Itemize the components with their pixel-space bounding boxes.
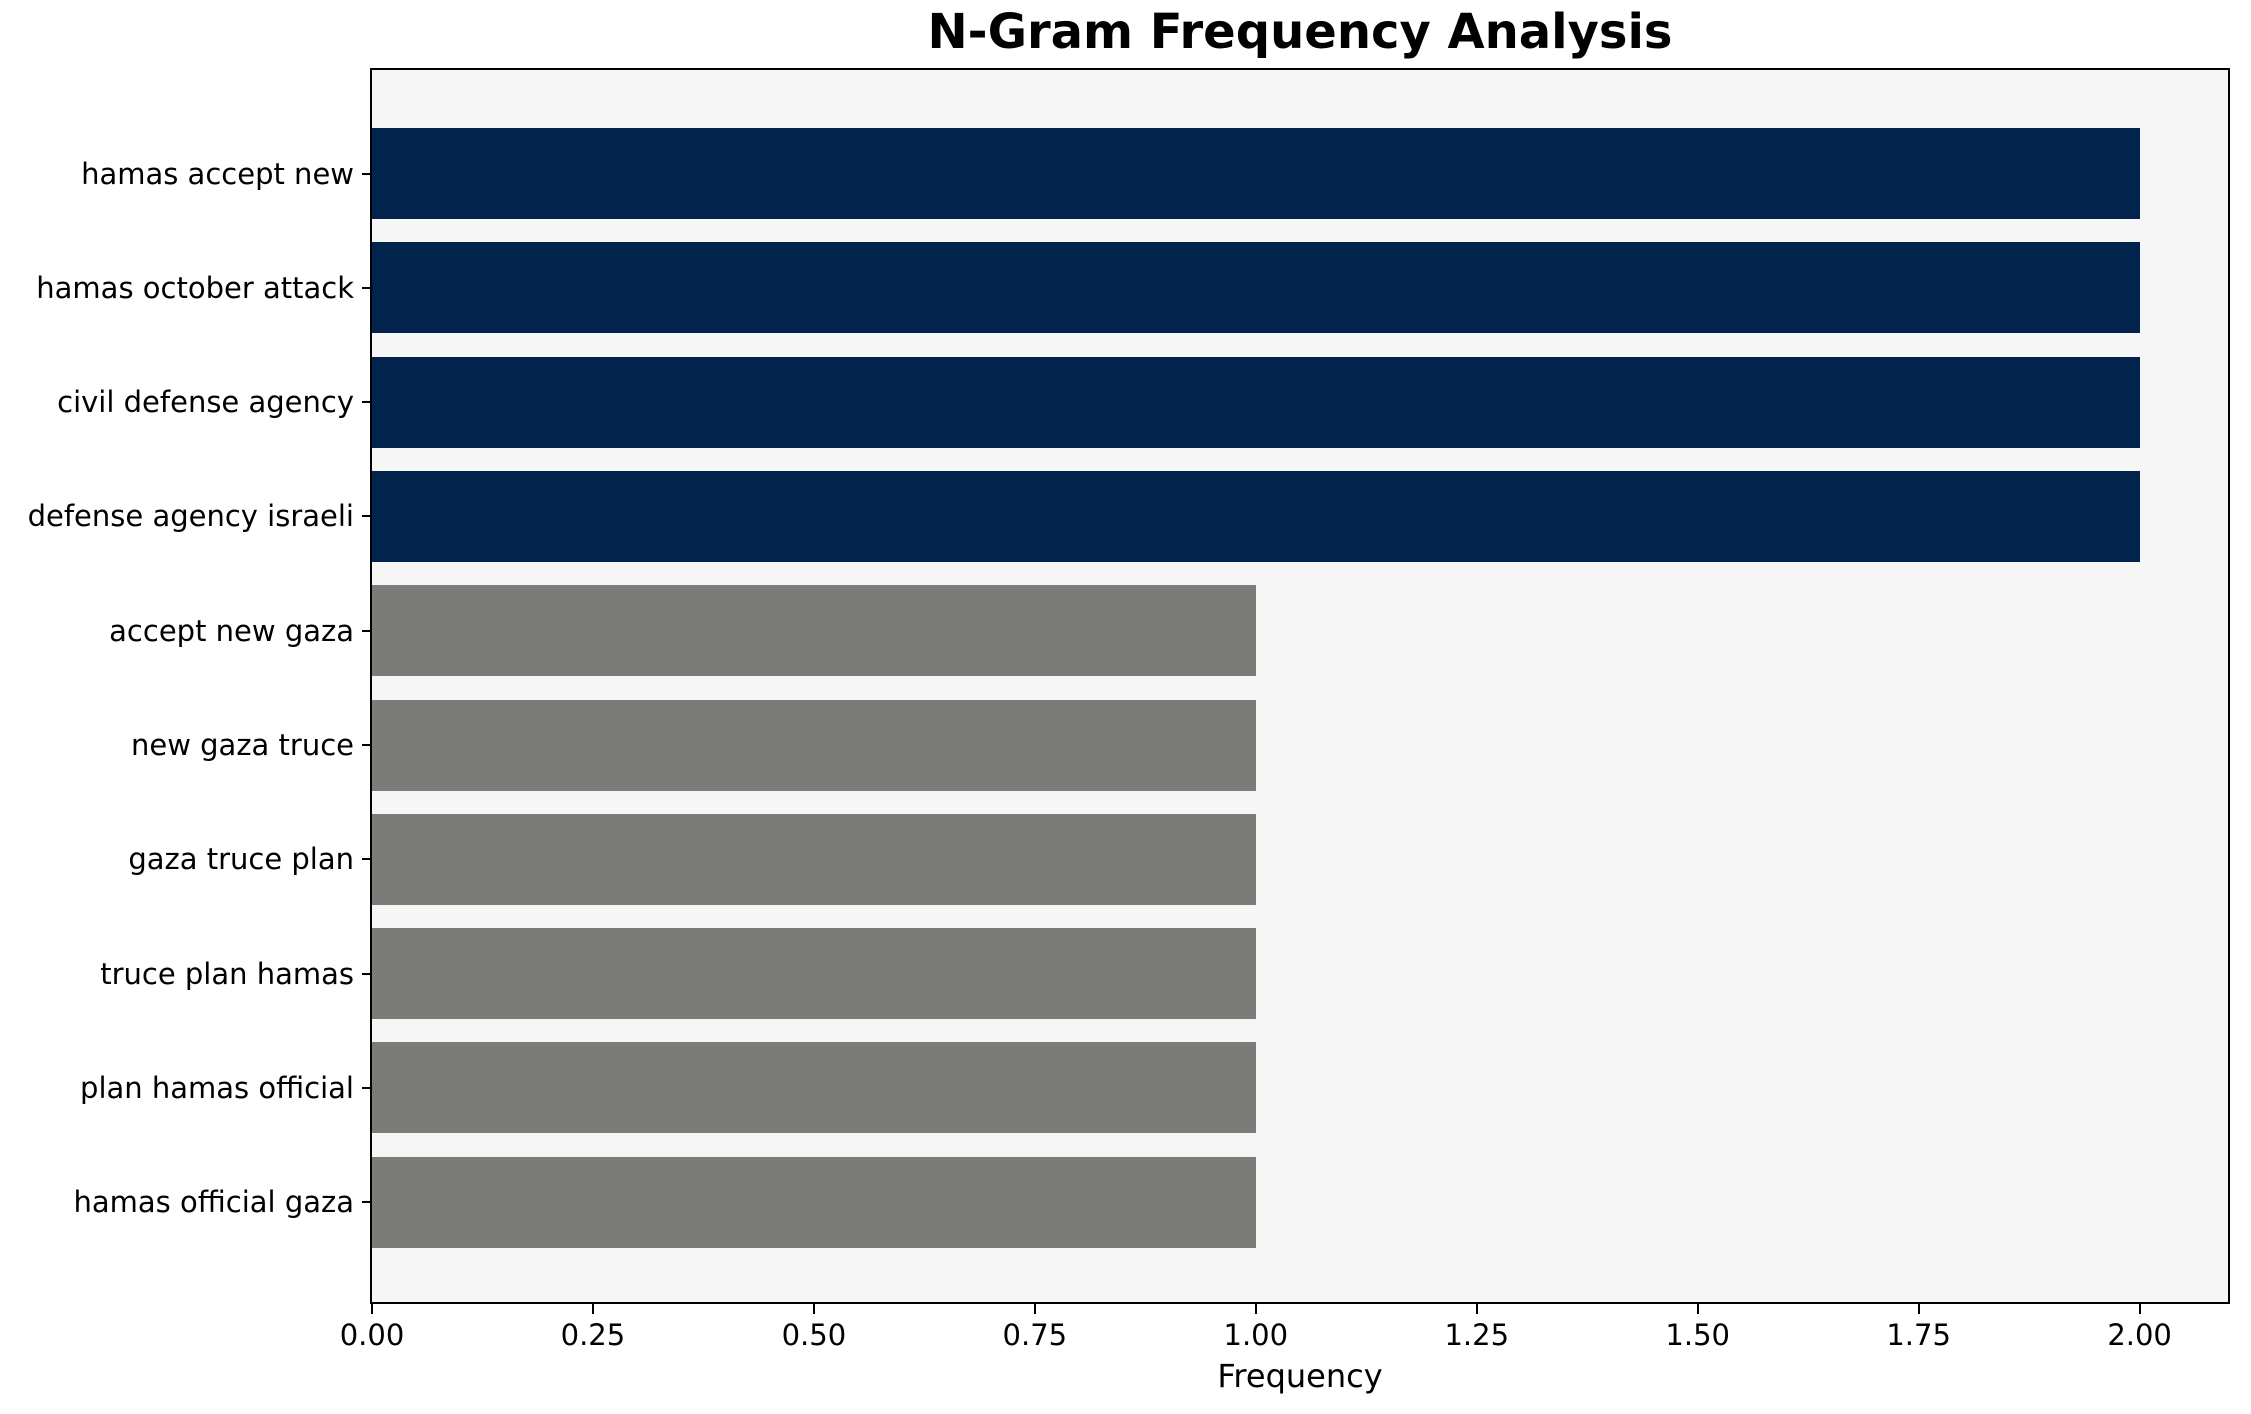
bar: [372, 1042, 1256, 1134]
y-tick-label: hamas official gaza: [73, 1185, 355, 1220]
y-tick-label: civil defense agency: [57, 385, 354, 420]
x-tick-label: 0.50: [781, 1318, 847, 1352]
x-tick: [2138, 1302, 2141, 1314]
x-axis-title: Frequency: [1217, 1357, 1383, 1395]
y-tick: [362, 744, 372, 746]
y-tick-label: truce plan hamas: [100, 956, 354, 991]
y-tick: [362, 515, 372, 518]
y-tick: [362, 286, 372, 289]
bar: [372, 356, 2140, 448]
y-tick: [362, 172, 372, 175]
x-tick: [1254, 1302, 1257, 1314]
x-tick-label: 1.00: [1223, 1318, 1289, 1352]
x-tick: [1917, 1302, 1920, 1314]
x-tick-label: 0.25: [560, 1318, 626, 1352]
x-tick-label: 1.75: [1886, 1318, 1951, 1352]
bar: [372, 699, 1256, 791]
plot-area: [370, 68, 2230, 1304]
x-tick: [371, 1302, 373, 1314]
x-tick: [1696, 1302, 1699, 1314]
y-tick-label: plan hamas official: [80, 1070, 354, 1105]
y-tick: [362, 858, 372, 861]
bar: [372, 242, 2140, 334]
bar: [372, 585, 1256, 677]
y-tick: [362, 972, 372, 975]
x-tick-label: 1.50: [1665, 1318, 1730, 1352]
y-tick: [362, 629, 372, 632]
y-tick: [362, 401, 372, 404]
bar: [372, 470, 2140, 562]
y-tick-label: hamas october attack: [36, 270, 354, 305]
x-tick: [1475, 1302, 1478, 1314]
x-tick: [591, 1302, 594, 1314]
x-tick-label: 0.00: [339, 1318, 405, 1352]
x-tick-label: 2.00: [2107, 1318, 2172, 1352]
x-tick-label: 0.75: [1002, 1318, 1068, 1352]
y-tick-label: gaza truce plan: [128, 842, 354, 877]
bar: [372, 928, 1256, 1020]
x-tick: [812, 1302, 815, 1314]
y-tick-label: new gaza truce: [130, 728, 354, 762]
y-tick-label: defense agency israeli: [27, 499, 354, 534]
x-tick: [1033, 1302, 1036, 1314]
bar: [372, 813, 1256, 905]
y-tick: [362, 1201, 372, 1204]
y-tick-label: hamas accept new: [81, 156, 354, 191]
bar: [372, 1156, 1256, 1248]
y-tick-label: accept new gaza: [109, 613, 354, 648]
chart-title: N-Gram Frequency Analysis: [927, 4, 1673, 60]
bar: [372, 128, 2140, 219]
y-tick: [362, 1086, 372, 1089]
x-tick-label: 1.25: [1444, 1318, 1510, 1352]
